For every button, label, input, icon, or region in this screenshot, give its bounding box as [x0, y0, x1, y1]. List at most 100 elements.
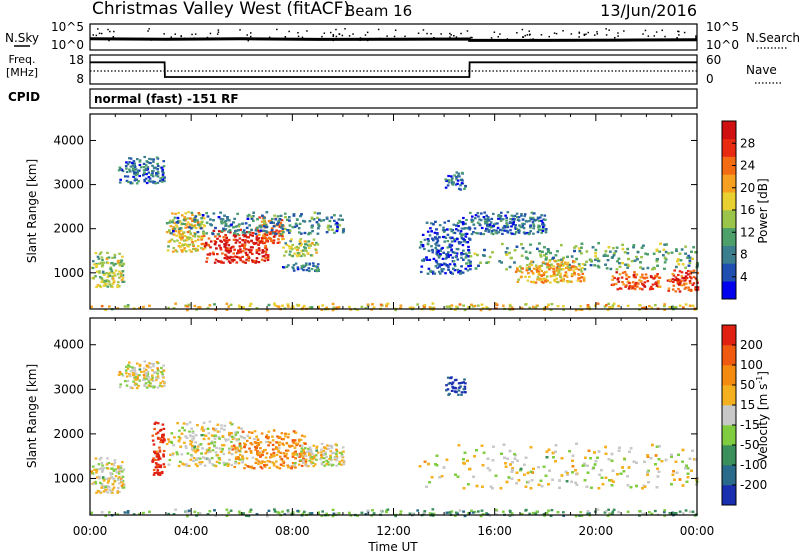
heatmap-cell: [470, 220, 474, 223]
heatmap-cell: [235, 456, 238, 459]
heatmap-cell: [283, 254, 286, 257]
colorbar-tick-label: 4: [740, 270, 748, 284]
heatmap-cell: [117, 472, 121, 475]
heatmap-cell: [121, 475, 125, 478]
nsky-noise-point: [623, 30, 625, 32]
heatmap-cell: [431, 302, 435, 305]
heatmap-cell: [477, 215, 480, 218]
heatmap-cell: [225, 237, 228, 240]
nsky-noise-point: [655, 39, 658, 41]
heatmap-cell: [691, 304, 695, 307]
heatmap-cell: [273, 302, 276, 305]
heatmap-cell: [563, 261, 567, 264]
heatmap-cell: [223, 428, 226, 431]
heatmap-cell: [121, 262, 125, 265]
heatmap-cell: [101, 279, 105, 282]
heatmap-cell: [258, 450, 261, 453]
heatmap-cell: [154, 462, 158, 465]
nsky-noise-point: [185, 38, 187, 41]
heatmap-cell: [456, 229, 460, 232]
heatmap-cell: [663, 303, 666, 306]
heatmap-cell: [267, 231, 270, 234]
heatmap-cell: [232, 234, 236, 237]
heatmap-cell: [325, 216, 329, 219]
heatmap-cell: [330, 446, 333, 449]
heatmap-cell: [478, 218, 481, 221]
heatmap-cell: [440, 263, 444, 266]
heatmap-cell: [261, 249, 265, 252]
heatmap-cell: [179, 445, 183, 448]
heatmap-cell: [304, 455, 308, 458]
heatmap-cell: [154, 182, 157, 185]
heatmap-cell: [241, 430, 245, 433]
heatmap-cell: [276, 441, 280, 444]
heatmap-cell: [431, 248, 434, 252]
heatmap-cell: [160, 371, 164, 374]
heatmap-cell: [105, 279, 109, 282]
heatmap-cell: [113, 480, 116, 483]
heatmap-cell: [298, 452, 302, 455]
heatmap-cell: [304, 458, 308, 461]
heatmap-cell: [621, 262, 624, 265]
heatmap-cell: [263, 465, 267, 468]
heatmap-cell: [126, 163, 130, 166]
heatmap-cell: [189, 458, 193, 461]
heatmap-cell: [573, 249, 576, 253]
heatmap-cell: [195, 458, 199, 461]
heatmap-cell: [537, 272, 541, 275]
heatmap-cell: [289, 240, 292, 243]
heatmap-cell: [112, 464, 116, 467]
heatmap-cell: [131, 164, 135, 167]
heatmap-cell: [486, 220, 489, 223]
heatmap-cell: [310, 306, 314, 309]
heatmap-cell: [288, 445, 292, 448]
heatmap-cell: [341, 231, 345, 234]
heatmap-cell: [525, 231, 529, 235]
heatmap-cell: [626, 263, 629, 266]
heatmap-cell: [640, 256, 643, 259]
heatmap-cell: [138, 159, 142, 162]
heatmap-cell: [461, 233, 465, 236]
heatmap-cell: [162, 453, 165, 456]
heatmap-cell: [536, 247, 539, 250]
heatmap-cell: [180, 229, 183, 232]
heatmap-cell: [181, 462, 184, 465]
heatmap-cell: [271, 443, 275, 446]
heatmap-cell: [236, 457, 240, 461]
heatmap-cell: [177, 464, 181, 468]
heatmap-cell: [515, 212, 519, 215]
heatmap-cell: [277, 436, 281, 439]
heatmap-cell: [94, 457, 98, 460]
heatmap-cell: [126, 175, 130, 178]
heatmap-cell: [120, 273, 123, 276]
heatmap-cell: [386, 302, 390, 305]
heatmap-cell: [570, 268, 573, 271]
heatmap-cell: [291, 455, 295, 458]
heatmap-cell: [156, 172, 160, 175]
heatmap-cell: [651, 283, 655, 286]
heatmap-cell: [479, 309, 483, 312]
heatmap-cell: [223, 424, 227, 427]
nsky-noise-point: [562, 30, 564, 32]
heatmap-cell: [504, 214, 507, 217]
heatmap-cell: [231, 448, 235, 451]
heatmap-cell: [261, 240, 265, 243]
heatmap-cell: [469, 255, 473, 258]
heatmap-cell: [174, 302, 177, 305]
heatmap-cell: [617, 280, 621, 283]
heatmap-cell: [185, 436, 189, 439]
nsky-noise-point: [695, 37, 697, 39]
heatmap-cell: [227, 305, 230, 308]
heatmap-cell: [200, 243, 204, 246]
heatmap-cell: [632, 284, 636, 287]
heatmap-cell: [531, 221, 535, 224]
heatmap-cell: [310, 451, 313, 454]
heatmap-cell: [258, 241, 262, 244]
heatmap-cell: [460, 252, 463, 255]
heatmap-cell: [532, 267, 536, 270]
heatmap-cell: [541, 278, 544, 281]
heatmap-cell: [265, 238, 268, 241]
heatmap-cell: [437, 244, 441, 247]
heatmap-cell: [271, 453, 275, 456]
